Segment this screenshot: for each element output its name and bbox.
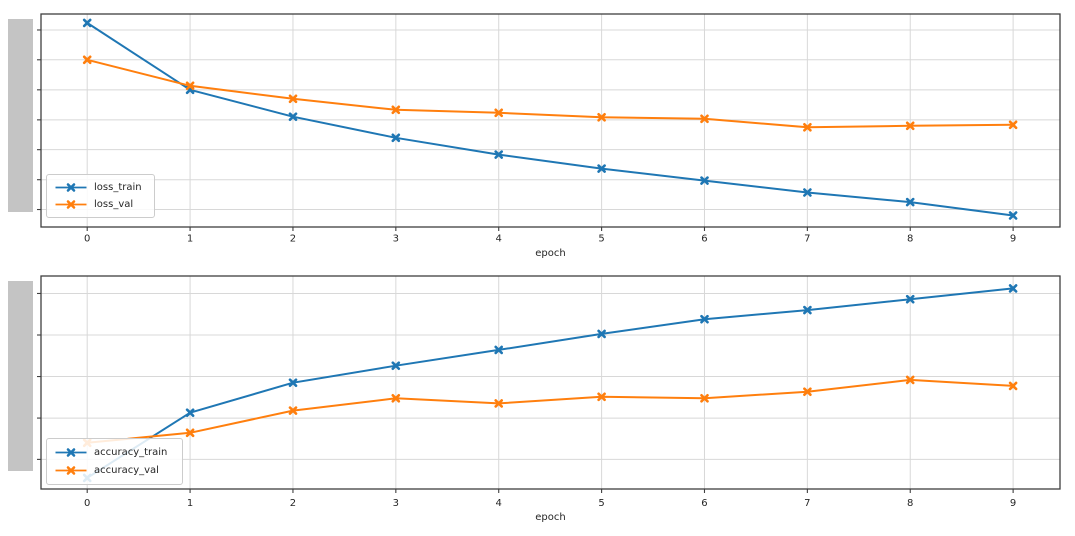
legend-label: loss_train (94, 182, 142, 194)
x-tick-label: 4 (496, 498, 502, 509)
x-tick-label: 0 (84, 234, 90, 245)
loss_val-markers (82, 55, 1018, 132)
plot-border (40, 275, 1061, 490)
legend-key-marker (66, 465, 76, 475)
legend-item-loss-train: loss_train (54, 182, 148, 193)
loss_val-line (86, 58, 1014, 129)
plot-border (40, 13, 1061, 228)
x-tick-label: 5 (598, 234, 604, 245)
x-tick-label: 3 (393, 498, 399, 509)
x-tick-label: 6 (701, 234, 707, 245)
x-tick-label: 2 (290, 234, 296, 245)
legend-label: accuracy_val (94, 464, 159, 476)
x-tick-label: 2 (290, 498, 296, 509)
loss_train-markers (82, 18, 1018, 220)
accuracy_train-line (86, 287, 1014, 479)
redacted-y-tick-labels-top (8, 19, 33, 212)
x-tick-label: 4 (496, 234, 502, 245)
x-tick-label: 0 (84, 498, 90, 509)
x-tick-label: 8 (907, 498, 913, 509)
accuracy_val-line (87, 378, 1014, 444)
accuracy-val-key-icon (55, 465, 87, 475)
x-tick-label: 5 (598, 498, 604, 509)
legend-key-marker (66, 448, 76, 458)
legend-label: accuracy_train (94, 447, 168, 459)
legend-label: loss_val (94, 198, 134, 210)
x-tick-label: 1 (187, 234, 193, 245)
x-tick-label: 9 (1010, 498, 1016, 509)
loss-val-key-icon (55, 199, 87, 209)
x-tick-label: 1 (187, 498, 193, 509)
x-tick-label: 8 (907, 234, 913, 245)
loss-legend: loss_train loss_val (46, 174, 155, 218)
plot-area (41, 14, 1060, 227)
legend-item-loss-val: loss_val (54, 199, 148, 210)
x-tick-label: 7 (804, 234, 810, 245)
loss-chart: 0 1 2 3 4 5 6 7 8 9 (37, 13, 1061, 245)
x-axis-label-accuracy: epoch (535, 512, 566, 523)
loss_train-line (86, 22, 1014, 217)
redacted-y-tick-labels-bottom (8, 281, 33, 471)
legend-item-accuracy-train: accuracy_train (54, 447, 176, 458)
accuracy-legend: accuracy_train accuracy_val (46, 438, 183, 485)
x-tick-label: 7 (804, 498, 810, 509)
x-axis-label-loss: epoch (535, 247, 566, 259)
accuracy-train-key-icon (55, 448, 87, 458)
loss-train-key-icon (55, 183, 87, 193)
x-tick-label: 6 (701, 498, 707, 509)
accuracy-chart: 0 1 2 3 4 5 6 7 8 9 (37, 275, 1061, 509)
legend-key-marker (66, 199, 76, 209)
x-tick-label: 9 (1010, 234, 1016, 245)
x-tick-label: 3 (393, 234, 399, 245)
legend-item-accuracy-val: accuracy_val (54, 465, 176, 476)
legend-key-marker (66, 183, 76, 193)
